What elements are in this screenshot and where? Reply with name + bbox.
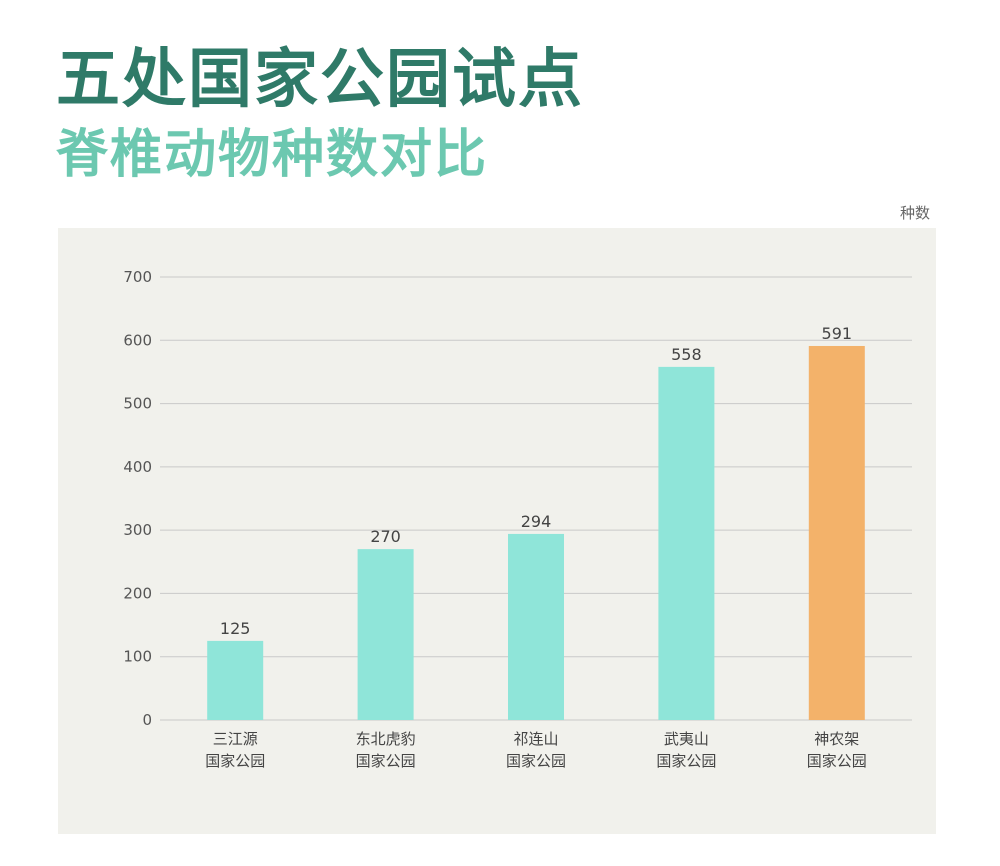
data-label: 294 — [521, 512, 552, 531]
x-tick-label: 三江源 — [213, 730, 258, 748]
data-label: 270 — [370, 527, 401, 546]
x-tick-label: 国家公园 — [356, 752, 416, 770]
x-tick-label: 神农架 — [814, 730, 859, 748]
bar — [508, 533, 564, 720]
y-tick-label: 200 — [123, 584, 152, 602]
data-label: 125 — [220, 619, 251, 638]
x-tick-label: 武夷山 — [664, 730, 709, 748]
x-tick-label: 祁连山 — [513, 730, 558, 748]
y-tick-label: 0 — [142, 711, 152, 729]
bar — [808, 345, 865, 720]
x-tick-label: 东北虎豹 — [356, 730, 416, 748]
y-tick-label: 700 — [123, 268, 152, 286]
y-tick-label: 400 — [123, 458, 152, 476]
y-unit-label: 种数 — [899, 204, 930, 222]
chart-title: 五处国家公园试点 — [56, 42, 584, 117]
x-tick-label: 国家公园 — [506, 752, 566, 770]
chart-panel: 0 100 200 300 400 500 600 700 125 三江源国家公园 270 东北虎豹国… — [58, 228, 936, 834]
data-label: 558 — [671, 345, 702, 364]
bar — [207, 640, 264, 720]
x-tick-label: 国家公园 — [656, 752, 716, 770]
x-tick-label: 国家公园 — [205, 752, 265, 770]
bar — [658, 366, 715, 720]
y-tick-label: 500 — [123, 395, 152, 413]
x-tick-label: 国家公园 — [807, 752, 867, 770]
y-tick-label: 300 — [123, 521, 152, 539]
y-tick-label: 100 — [123, 648, 152, 666]
y-tick-label: 600 — [123, 331, 152, 349]
data-label: 591 — [822, 324, 853, 343]
bar — [357, 549, 414, 720]
chart-subtitle: 脊椎动物种数对比 — [56, 124, 489, 185]
